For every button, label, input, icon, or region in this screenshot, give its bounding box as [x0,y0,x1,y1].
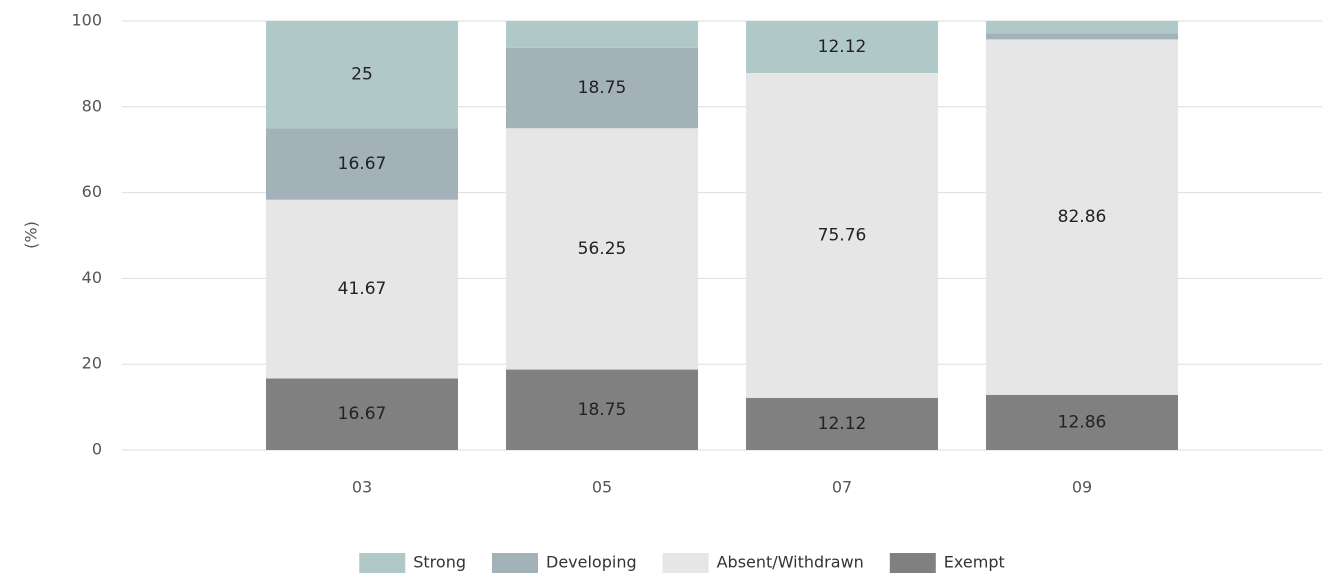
y-tick-label: 40 [82,268,102,287]
data-label: 12.12 [818,37,867,57]
legend-swatch [889,553,936,573]
bar-segment [266,128,458,200]
data-label: 82.86 [1058,207,1107,227]
bar-segment [986,394,1178,450]
legend: Strong Developing Absent/Withdrawn Exempt [359,553,1005,573]
data-label: 41.67 [338,279,387,299]
x-tick-label: 09 [1072,478,1092,497]
bar-segment [506,369,698,450]
y-tick-label: 0 [92,440,102,459]
legend-label: Strong [413,553,466,572]
bar-segment [266,199,458,379]
x-tick-label: 05 [592,478,612,497]
data-label: 25 [351,65,373,85]
y-tick-label: 60 [82,182,102,201]
bar-segment [986,33,1178,40]
bar-segment [506,128,698,370]
data-label: 16.67 [338,154,387,174]
data-label: 12.12 [818,414,867,434]
legend-label: Developing [546,553,637,572]
bar-segment [506,21,698,48]
bar-segment [746,21,938,73]
legend-swatch [662,553,709,573]
data-label: 56.25 [578,239,627,259]
legend-label: Exempt [944,553,1005,572]
y-tick-label: 80 [82,96,102,115]
bar-segment [746,72,938,399]
legend-swatch [492,553,538,573]
bar-segment [266,378,458,450]
x-tick-label: 07 [832,478,852,497]
bar-segment [746,398,938,450]
data-label: 12.86 [1058,412,1107,432]
data-label: 18.75 [578,400,627,420]
legend-swatch [359,553,406,573]
data-label: 75.76 [818,226,867,246]
x-tick-label: 03 [352,478,372,497]
legend-label: Absent/Withdrawn [717,553,864,572]
y-tick-label: 20 [82,354,102,373]
bar-segment [986,20,1178,34]
data-label: 16.67 [338,404,387,424]
y-axis-label: (%) [22,221,41,249]
data-label: 18.75 [578,78,627,98]
bar-segment [266,20,458,129]
bar-segment [986,39,1178,395]
bar-segment [506,47,698,129]
y-tick-label: 100 [71,11,102,30]
